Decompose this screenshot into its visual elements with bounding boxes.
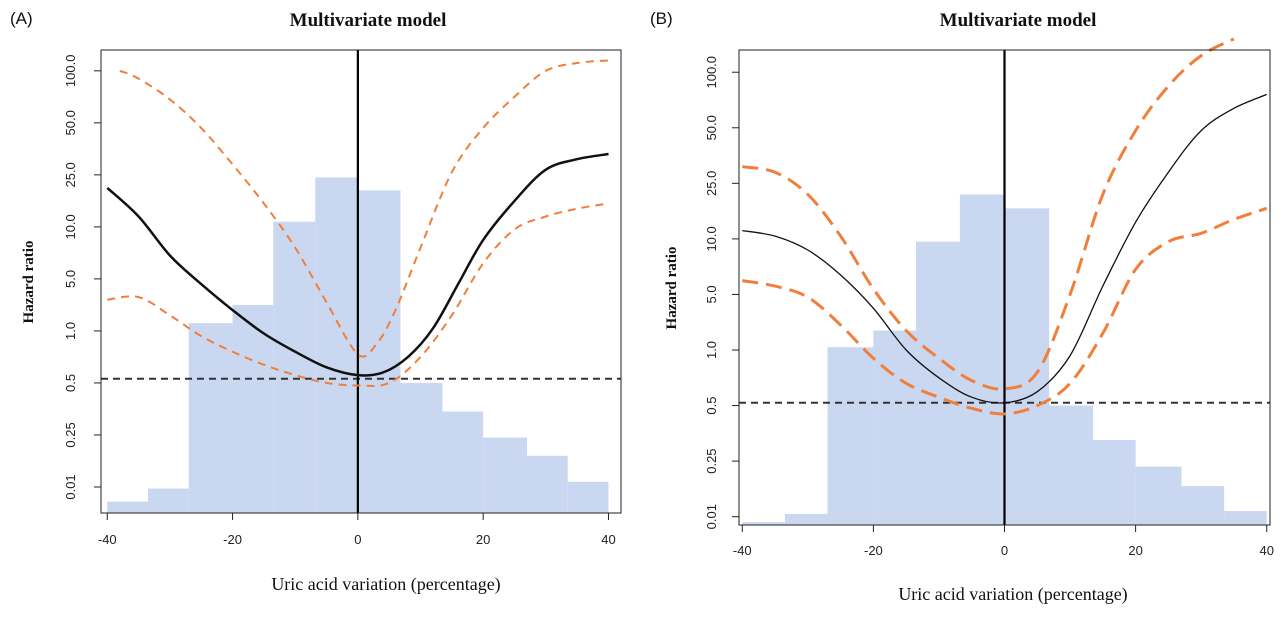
hazard-curve bbox=[742, 93, 1267, 404]
histogram-bar bbox=[1224, 511, 1267, 525]
y-tick-label: 5.0 bbox=[63, 270, 78, 288]
x-tick-label: 40 bbox=[1259, 543, 1273, 558]
y-tick-label: 1.0 bbox=[704, 341, 719, 359]
x-tick-label: 0 bbox=[1001, 543, 1008, 558]
histogram-bar bbox=[784, 513, 828, 525]
histogram-bar bbox=[916, 241, 960, 525]
panel-b-letter: (B) bbox=[650, 9, 673, 28]
y-tick-label: 0.01 bbox=[63, 474, 78, 499]
ci-upper-curve bbox=[119, 59, 609, 358]
x-tick-label: 20 bbox=[476, 532, 490, 547]
x-tick-label: 20 bbox=[1128, 543, 1142, 558]
x-tick-label: 40 bbox=[601, 532, 615, 547]
histogram-bar bbox=[1049, 405, 1093, 525]
histogram-bar bbox=[1181, 486, 1225, 525]
y-tick-label: 10.0 bbox=[704, 226, 719, 251]
histogram-bar bbox=[873, 330, 916, 525]
histogram-bar bbox=[483, 437, 528, 513]
histogram-bar bbox=[959, 194, 1005, 525]
x-axis-label: Uric acid variation (percentage) bbox=[271, 574, 500, 595]
x-tick-label: -40 bbox=[733, 543, 752, 558]
y-tick-label: 25.0 bbox=[704, 171, 719, 196]
panel-a-chart: -40 -20 0 20 40 0.01 0.25 0.5 1.0 5.0 10.0 25.0 50.0… bbox=[10, 9, 622, 595]
y-tick-label: 100.0 bbox=[704, 56, 719, 89]
y-tick-label: 50.0 bbox=[63, 110, 78, 135]
y-tick-label: 1.0 bbox=[63, 322, 78, 340]
plot-frame bbox=[100, 49, 622, 514]
histogram-bar bbox=[273, 221, 316, 513]
y-tick-label: 0.25 bbox=[704, 448, 719, 473]
histogram-bar bbox=[527, 455, 568, 513]
histogram-bar bbox=[357, 190, 401, 513]
histogram-bar bbox=[567, 481, 609, 513]
y-tick-label: 100.0 bbox=[63, 55, 78, 88]
panel-b-chart: -40 -20 0 20 40 0.01 0.25 0.5 1.0 5.0 10.0 25.0 50.0… bbox=[650, 9, 1274, 605]
histogram-bar bbox=[1135, 466, 1182, 525]
y-tick-label: 0.01 bbox=[704, 504, 719, 529]
x-tick-label: -20 bbox=[864, 543, 883, 558]
histogram-bar bbox=[827, 347, 874, 525]
ci-lower-curve bbox=[107, 202, 609, 387]
y-tick-label: 25.0 bbox=[63, 162, 78, 187]
y-tick-label: 0.5 bbox=[63, 374, 78, 392]
y-tick-label: 10.0 bbox=[63, 214, 78, 239]
y-axis-label: Hazard ratio bbox=[21, 241, 37, 324]
histogram-bar bbox=[232, 304, 274, 513]
histogram-bar bbox=[188, 323, 233, 513]
ci-upper-curve bbox=[742, 37, 1235, 391]
y-axis-label: Hazard ratio bbox=[664, 247, 680, 330]
y-tick-label: 0.25 bbox=[63, 422, 78, 447]
y-tick-label: 50.0 bbox=[704, 115, 719, 140]
histogram-bar bbox=[107, 501, 148, 513]
histogram-bar bbox=[742, 522, 785, 525]
x-tick-label: 0 bbox=[354, 532, 361, 547]
chart-title: Multivariate model bbox=[940, 10, 1097, 31]
y-tick-label: 0.5 bbox=[704, 397, 719, 415]
chart-title: Multivariate model bbox=[290, 10, 447, 31]
x-axis-label: Uric acid variation (percentage) bbox=[898, 584, 1127, 605]
histogram-bar bbox=[442, 411, 484, 513]
x-tick-label: -20 bbox=[223, 532, 242, 547]
ci-lower-curve bbox=[742, 206, 1268, 416]
hazard-curve bbox=[106, 152, 609, 377]
histogram-bar bbox=[1093, 440, 1136, 525]
histogram-bar bbox=[1004, 208, 1050, 526]
x-tick-label: -40 bbox=[98, 532, 117, 547]
y-tick-label: 5.0 bbox=[704, 285, 719, 303]
histogram-bar bbox=[400, 382, 443, 513]
histogram-bar bbox=[147, 488, 189, 513]
panel-a-letter: (A) bbox=[10, 9, 33, 28]
